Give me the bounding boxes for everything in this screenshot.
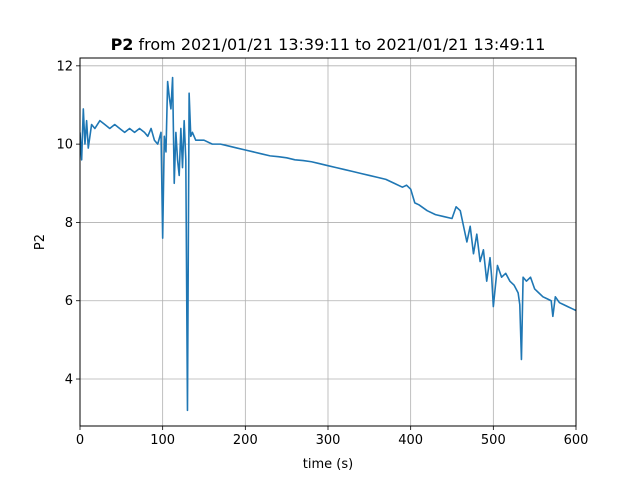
x-tick-label: 600 bbox=[564, 433, 589, 448]
y-tick-label: 6 bbox=[65, 294, 73, 309]
x-tick-label: 100 bbox=[150, 433, 175, 448]
grid-lines bbox=[79, 58, 577, 426]
series-line-p2 bbox=[80, 76, 576, 412]
x-tick-label: 500 bbox=[481, 433, 506, 448]
x-tick-label: 200 bbox=[233, 433, 258, 448]
chart-title-rest: from 2021/01/21 13:39:11 to 2021/01/21 1… bbox=[133, 35, 545, 54]
y-tick-label: 12 bbox=[56, 59, 73, 74]
y-axis-label: P2 bbox=[33, 234, 48, 250]
x-axis-label: time (s) bbox=[303, 457, 353, 472]
y-tick-label: 8 bbox=[65, 216, 73, 231]
y-tick-label: 4 bbox=[65, 373, 73, 388]
chart-title-bold: P2 bbox=[111, 35, 134, 54]
y-tick-label: 10 bbox=[56, 138, 73, 153]
x-axis-ticks: 0 100 200 300 400 500 600 bbox=[76, 426, 589, 448]
y-axis-ticks: 4 6 8 10 12 bbox=[56, 59, 80, 388]
x-tick-label: 300 bbox=[316, 433, 341, 448]
x-tick-label: 0 bbox=[76, 433, 84, 448]
chart-title: P2 from 2021/01/21 13:39:11 to 2021/01/2… bbox=[111, 35, 546, 54]
plot-area bbox=[80, 76, 576, 412]
x-tick-label: 400 bbox=[398, 433, 423, 448]
